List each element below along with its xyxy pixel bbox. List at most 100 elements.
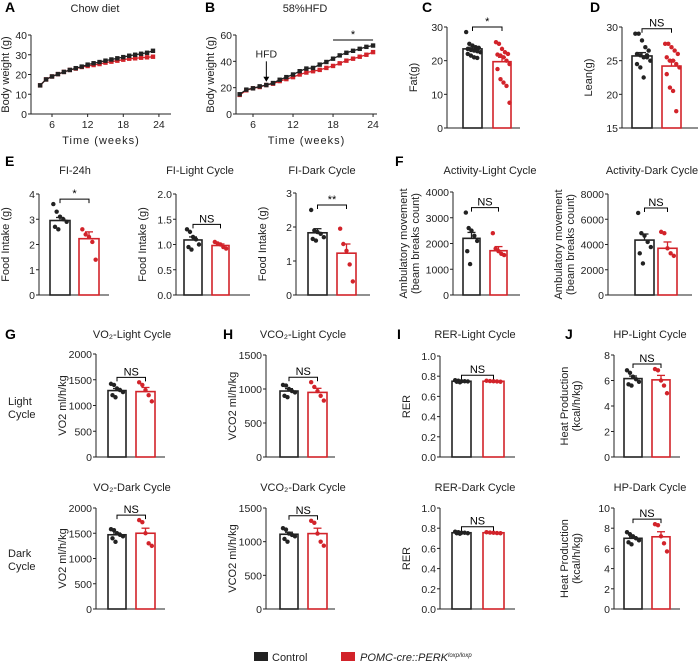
y-axis-label: Heat Production bbox=[559, 519, 571, 598]
data-point-mutant bbox=[146, 393, 151, 398]
y-tick-label: 10 bbox=[431, 89, 443, 101]
y-tick-label: 6000 bbox=[581, 214, 605, 226]
data-point-control bbox=[648, 244, 654, 250]
data-point-mutant bbox=[490, 231, 496, 236]
data-point-control bbox=[318, 231, 323, 236]
y-tick-label: 25 bbox=[606, 56, 618, 68]
data-point-mutant bbox=[507, 61, 512, 67]
y-tick-label: 1.0 bbox=[157, 240, 172, 252]
bar-control bbox=[623, 377, 643, 458]
panel-letter: I bbox=[397, 326, 401, 342]
data-point bbox=[257, 84, 262, 89]
data-point-control bbox=[634, 51, 640, 57]
y-tick-label: 0.5 bbox=[157, 265, 172, 277]
y-tick-label: 0 bbox=[598, 290, 604, 302]
data-point-control bbox=[629, 383, 634, 388]
data-point bbox=[324, 65, 329, 71]
significance-bracket bbox=[471, 207, 499, 212]
legend-swatch-control bbox=[254, 652, 268, 661]
y-axis-label: Food Intake (g) bbox=[0, 207, 12, 282]
x-axis-label: Time (weeks) bbox=[62, 135, 140, 147]
data-point-mutant bbox=[675, 51, 681, 57]
x-tick-label: 12 bbox=[82, 119, 94, 131]
data-point-control bbox=[285, 394, 290, 400]
data-point-control bbox=[636, 379, 642, 384]
data-point-mutant bbox=[507, 100, 512, 105]
legend-label-control: Control bbox=[272, 652, 307, 663]
y-axis-label: Body weight (g) bbox=[205, 36, 217, 112]
x-tick-label: 24 bbox=[153, 119, 165, 131]
y-axis-label: VCO2 ml/h/kg bbox=[227, 524, 239, 592]
data-point bbox=[67, 67, 73, 73]
data-point-mutant bbox=[498, 379, 503, 384]
row-label-dark: Cycle bbox=[8, 561, 36, 573]
y-tick-label: 1.0 bbox=[421, 351, 436, 363]
panel-title: Activity-Dark Cycle bbox=[606, 165, 698, 177]
panel-c: C 0 10 20 30 Fat(g) * bbox=[408, 0, 520, 135]
panel-letter: G bbox=[5, 326, 16, 342]
panel-title: VO₂-Light Cycle bbox=[93, 329, 171, 341]
legend-label-mutant-main: POMC-cre::PERK bbox=[360, 652, 449, 663]
data-point bbox=[290, 72, 296, 77]
x-tick-label: 6 bbox=[49, 119, 55, 131]
legend-label-mutant-superscript: loxp/loxp bbox=[448, 653, 472, 659]
data-point-mutant bbox=[494, 530, 500, 536]
data-point bbox=[115, 58, 120, 63]
data-point-mutant bbox=[143, 387, 148, 393]
data-point-mutant bbox=[670, 58, 676, 63]
y-tick-label: 3 bbox=[286, 188, 292, 200]
x-tick-label: 18 bbox=[117, 119, 129, 131]
data-point bbox=[330, 56, 336, 61]
data-point-control bbox=[466, 225, 471, 231]
data-point-control bbox=[313, 238, 319, 243]
legend-swatch-mutant bbox=[341, 652, 355, 661]
data-point-control bbox=[474, 238, 480, 244]
y-tick-label: 30 bbox=[606, 22, 618, 34]
data-point-mutant bbox=[495, 66, 500, 72]
bar-control bbox=[451, 531, 472, 610]
legend-label-mutant: POMC-cre::PERKloxp/loxp bbox=[360, 652, 472, 663]
panel-title: RER-Dark Cycle bbox=[435, 482, 516, 494]
data-point-mutant bbox=[136, 380, 142, 385]
data-point-control bbox=[633, 31, 638, 36]
data-point-mutant bbox=[674, 61, 679, 67]
data-point-mutant bbox=[670, 88, 676, 94]
y-tick-label: 1500 bbox=[69, 528, 93, 540]
data-point-mutant bbox=[308, 380, 314, 385]
y-tick-label: 0.4 bbox=[421, 412, 436, 424]
data-point-control bbox=[627, 370, 633, 376]
significance-label: NS bbox=[470, 516, 485, 528]
data-point-control bbox=[457, 380, 463, 385]
y-tick-label: 0.6 bbox=[421, 543, 436, 555]
data-point bbox=[127, 53, 132, 58]
bar-mutant bbox=[651, 535, 671, 610]
panel-j1: J HP-Light Cycle 0 2 4 6 8 Heat Production (kcal… bbox=[559, 326, 687, 464]
data-point-control bbox=[638, 53, 643, 58]
data-point bbox=[337, 61, 342, 66]
panel-letter: B bbox=[205, 0, 215, 15]
significance-bracket bbox=[632, 363, 662, 369]
data-point bbox=[79, 64, 84, 69]
panel-letter: F bbox=[395, 153, 404, 169]
y-tick-label: 0 bbox=[256, 452, 262, 464]
y-tick-label: 0.2 bbox=[421, 432, 436, 444]
bar-control bbox=[462, 237, 481, 296]
data-point bbox=[132, 52, 138, 57]
y-axis-label: (beam breaks count) bbox=[565, 194, 577, 295]
data-point-control bbox=[186, 244, 191, 250]
data-point-mutant bbox=[491, 379, 496, 384]
bar-control bbox=[462, 48, 483, 129]
data-point-mutant bbox=[83, 232, 88, 237]
y-tick-label: 8 bbox=[604, 523, 610, 535]
data-point-mutant bbox=[218, 242, 223, 247]
y-tick-label: 0.8 bbox=[421, 523, 436, 535]
y-tick-label: 10 bbox=[15, 89, 27, 101]
panel-title: RER-Light Cycle bbox=[434, 329, 515, 341]
y-tick-label: 0 bbox=[256, 604, 262, 616]
data-point bbox=[91, 61, 96, 66]
panel-letter: D bbox=[590, 0, 600, 15]
data-point bbox=[237, 92, 242, 97]
data-point-mutant bbox=[493, 246, 498, 251]
y-tick-label: 30 bbox=[15, 50, 27, 62]
